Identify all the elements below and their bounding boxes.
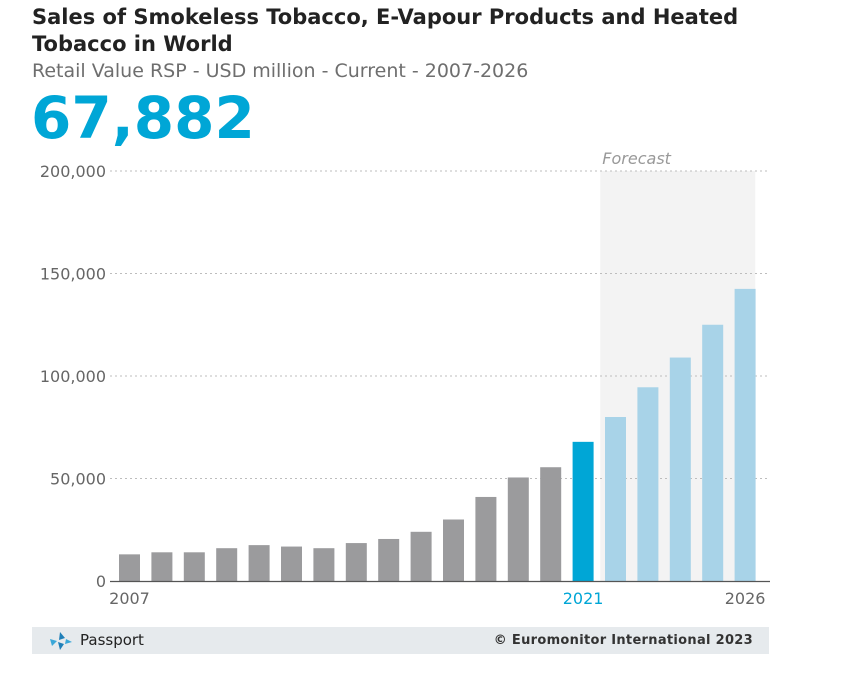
bar-2016 <box>410 531 432 581</box>
forecast-label: Forecast <box>602 149 671 168</box>
bar-2021 <box>572 441 594 581</box>
bars-layer <box>119 288 756 581</box>
y-tick-label: 200,000 <box>40 162 106 181</box>
bar-2015 <box>378 538 400 581</box>
y-tick-label: 150,000 <box>40 265 106 284</box>
bar-chart: Forecast 0 50,000 100,000 150,000 200,000 200… <box>40 149 770 608</box>
y-tick-label: 50,000 <box>50 470 106 489</box>
bar-2023 <box>637 387 659 581</box>
headline-value: 67,882 <box>31 84 255 152</box>
bar-2019 <box>507 477 529 581</box>
y-tick-label: 0 <box>96 572 106 591</box>
bar-2009 <box>183 552 205 581</box>
bar-2024 <box>669 357 691 581</box>
x-tick-label-2026: 2026 <box>725 589 766 608</box>
x-tick-label-2021: 2021 <box>563 589 604 608</box>
bar-2018 <box>475 496 497 581</box>
bar-2014 <box>345 543 367 581</box>
x-tick-label-2007: 2007 <box>109 589 150 608</box>
bar-2020 <box>540 467 562 581</box>
bar-2011 <box>248 545 270 581</box>
copyright-text: © Euromonitor International 2023 <box>493 633 753 648</box>
axis-layer: 0 50,000 100,000 150,000 200,000 2007 2021 2026 <box>40 162 770 608</box>
passport-brand: Passport <box>80 631 144 649</box>
bar-2007 <box>119 554 140 581</box>
y-tick-label: 100,000 <box>40 367 106 386</box>
bar-2013 <box>313 548 335 581</box>
bar-2025 <box>702 324 724 581</box>
bar-2010 <box>216 548 238 581</box>
bar-2008 <box>151 552 173 581</box>
chart-title: Sales of Smokeless Tobacco, E-Vapour Pro… <box>32 5 739 56</box>
chart-subtitle: Retail Value RSP - USD million - Current… <box>32 60 529 82</box>
bar-2026 <box>734 288 756 581</box>
bar-2022 <box>605 417 626 581</box>
bar-2012 <box>281 546 302 581</box>
grid-layer <box>110 170 770 479</box>
passport-logo-icon <box>50 632 72 650</box>
bar-2017 <box>443 519 464 581</box>
footer-bar: Passport © Euromonitor International 202… <box>32 627 769 654</box>
